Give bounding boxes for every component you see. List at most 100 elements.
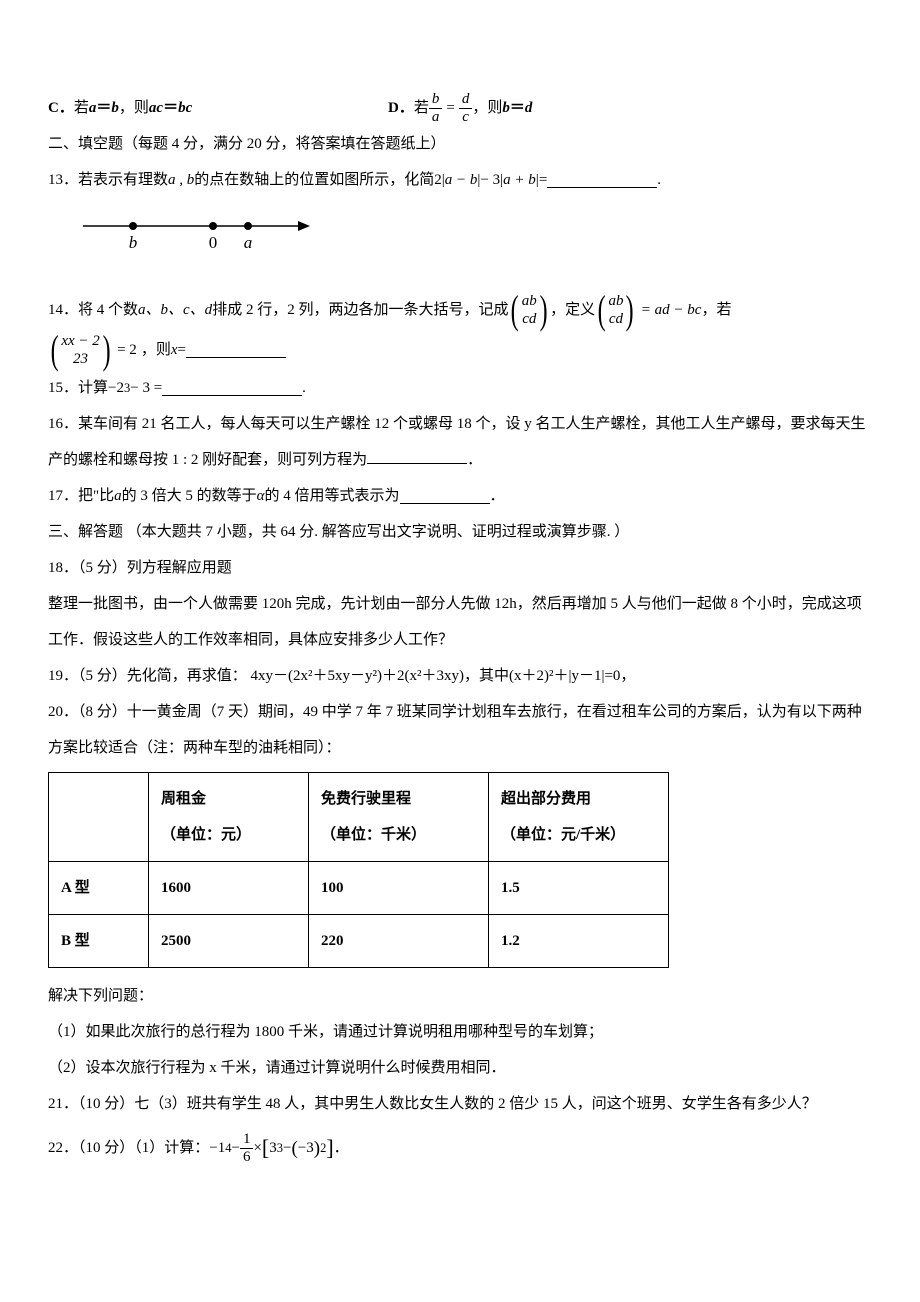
question-20: 20．（8 分）十一黄金周（7 天）期间，49 中学 7 年 7 班某同学计划租… [48,694,872,766]
od-pre: 若 [414,90,429,126]
q17-mid2: 的 4 倍用等式表示为 [265,478,400,514]
section-2-heading: 二、填空题（每题 4 分，满分 20 分，将答案填在答题纸上） [48,126,872,162]
q17-period: ． [490,478,505,514]
question-22: 22．（10 分）（1）计算： −14 − 1 6 × [ 33 − ( −3 … [48,1122,872,1175]
q22-minus: − [231,1130,239,1166]
q16-blank [367,448,467,465]
q22-br: ] [326,1122,333,1175]
od-d: d [525,90,533,126]
q13-pre: 13．若表示有理数 [48,162,168,198]
q22-times: × [253,1130,261,1166]
q13-eq: = [539,162,547,198]
q14-matrix3: ( xx − 223 ) [48,330,113,370]
option-c-label: C． [48,90,74,126]
ra-0: A 型 [49,862,149,915]
q14-matrix1: ( abcd ) [508,290,550,330]
option-row-cd: C． 若 a ＝ b ，则 ac ＝ bc D． 若 b a = d c ，则 … [48,90,872,126]
table-row: 周租金（单位：元） 免费行驶里程（单位：千米） 超出部分费用（单位：元/千米） [49,773,669,862]
question-16: 16．某车间有 21 名工人，每人每天可以生产螺栓 12 个或螺母 18 个，设… [48,406,872,478]
q17-pre: 17．把"比 [48,478,114,514]
question-18-heading: 18．（5 分）列方程解应用题 [48,550,872,586]
oc-b: b [111,90,119,126]
oc-mid: ，则 [119,90,149,126]
q15-expr: −2 [108,370,124,406]
q17-a: a [114,478,122,514]
number-line-diagram: b 0 a [78,208,872,272]
ra-2: 100 [309,862,489,915]
q13-minus: − 3 [480,162,500,198]
od-f2-num: d [459,91,473,109]
ra-1: 1600 [149,862,309,915]
q14-def: = ad − bc [637,292,702,328]
od-f2-den: c [459,109,472,126]
rb-0: B 型 [49,915,149,968]
m1-bot: cd [522,310,537,328]
question-19: 19．（5 分）先化简，再求值： 4xy－(2x²＋5xy－y²)＋2(x²＋3… [48,658,872,694]
od-eq2: ＝ [510,90,525,126]
q13-2: 2 [434,162,442,198]
nl-a: a [244,233,253,252]
q22-neg1: −1 [209,1130,225,1166]
od-eq: = [442,90,458,126]
question-14: 14．将 4 个数 a、b、c、d 排成 2 行，2 列，两边各加一条大括号，记… [48,290,872,330]
question-15: 15．计算 −23 − 3 = . [48,370,872,406]
q15-rest: − 3 = [130,370,162,406]
table-row: B 型 2500 220 1.2 [49,915,669,968]
q14-eq2: = 2 [113,332,141,368]
m3-top: xx − 2 [61,332,99,350]
od-b: b [502,90,510,126]
question-13: 13．若表示有理数 a , b 的点在数轴上的位置如图所示，化简 2 | a −… [48,162,872,198]
option-d-label: D． [388,90,414,126]
rental-table: 周租金（单位：元） 免费行驶里程（单位：千米） 超出部分费用（单位：元/千米） … [48,772,669,968]
q16-period: ． [467,452,482,468]
m1-top: ab [522,292,537,310]
m3-bot: 23 [61,350,99,368]
q22-fn: 1 [240,1131,254,1149]
q14-c1: ，定义 [550,292,595,328]
th-extra: 超出部分费用（单位：元/千米） [489,773,669,862]
option-c: C． 若 a ＝ b ，则 ac ＝ bc [48,90,388,126]
ra-3: 1.5 [489,862,669,915]
q14-eqb: = [178,332,186,368]
q14-mid1: 排成 2 行，2 列，两边各加一条大括号，记成 [212,292,508,328]
rb-3: 1.2 [489,915,669,968]
q20-solve: 解决下列问题： [48,978,872,1014]
oc-eq2: ＝ [163,90,178,126]
question-17: 17．把"比 a 的 3 倍大 5 的数等于 α 的 4 倍用等式表示为 ． [48,478,872,514]
od-f1-num: b [429,91,443,109]
q22-bl: [ [262,1122,269,1175]
q22-frac: 1 6 [240,1131,254,1165]
q13-abs2i: a + b [503,162,536,198]
question-21: 21．（10 分）七（3）班共有学生 48 人，其中男生人数比女生人数的 2 倍… [48,1086,872,1122]
q22-dot: ． [334,1130,349,1166]
rb-1: 2500 [149,915,309,968]
od-mid: ，则 [472,90,502,126]
q14-c2: ，若 [701,292,731,328]
q20-part1: （1）如果此次旅行的总行程为 1800 千米，请通过计算说明租用哪种型号的车划算… [48,1014,872,1050]
q22-3: 3 [269,1130,277,1166]
q22-mid: − [283,1130,291,1166]
q15-blank [162,380,302,397]
q14-pre: 14．将 4 个数 [48,292,138,328]
q13-ab: a , b [168,162,194,198]
oc-bc: bc [178,90,192,126]
th-free: 免费行驶里程（单位：千米） [309,773,489,862]
table-row: A 型 1600 100 1.5 [49,862,669,915]
q14-matrix2: ( abcd ) [595,290,637,330]
q15-pre: 15．计算 [48,370,108,406]
question-14-line2: ( xx − 223 ) = 2 ，则 x = [48,330,872,370]
th-rent: 周租金（单位：元） [149,773,309,862]
nl-zero: 0 [209,233,218,252]
rb-2: 220 [309,915,489,968]
q13-blank [547,172,657,189]
q17-blank [400,488,490,505]
q15-period: . [302,370,306,406]
od-frac2: d c [459,91,473,125]
option-d: D． 若 b a = d c ，则 b ＝ d [388,90,532,126]
section-3-heading: 三、解答题 （本大题共 7 小题，共 64 分. 解答应写出文字说明、证明过程或… [48,514,872,550]
oc-a: a [89,90,97,126]
nl-b: b [129,233,138,252]
od-f1-den: a [429,109,443,126]
m2-top: ab [608,292,623,310]
q13-period: . [657,162,661,198]
